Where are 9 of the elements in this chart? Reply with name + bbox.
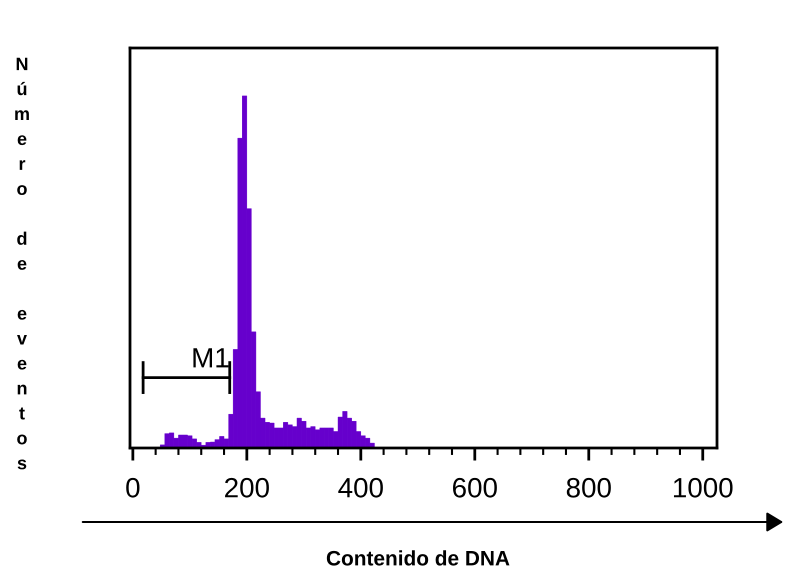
x-axis-title: Contenido de DNA <box>326 550 510 566</box>
x-tick-label: 1000 <box>674 478 733 498</box>
series-label: M1 <box>193 348 228 368</box>
text: Número de eventos <box>15 58 29 470</box>
x-tick-label: 600 <box>453 478 497 498</box>
x-tick-label: 800 <box>566 478 611 498</box>
x-tick-label: 400 <box>338 478 383 498</box>
x-tick-label: 200 <box>225 478 269 498</box>
x-tick-label: 0 <box>126 478 140 498</box>
